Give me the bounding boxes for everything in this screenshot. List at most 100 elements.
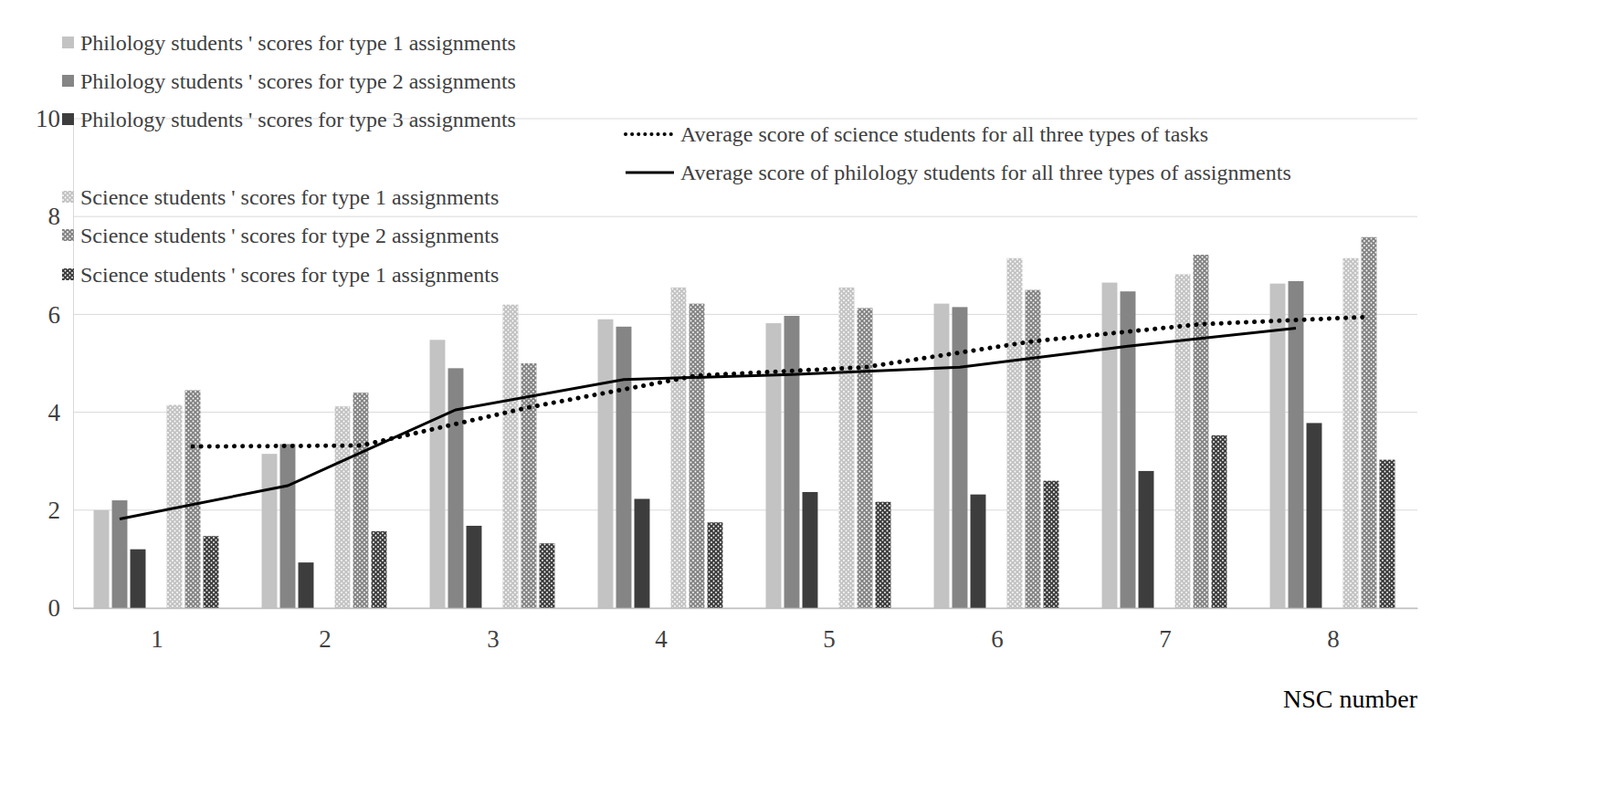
x-tick: 7 [1158,608,1172,653]
bar [335,406,351,609]
legend-item: Philology students ' scores for type 2 a… [62,69,516,94]
bar [634,498,651,609]
bar [1270,284,1286,609]
x-tick-label: 7 [1158,625,1172,653]
bar [353,392,369,609]
bar [94,510,110,609]
x-tick: 1 [150,608,164,653]
bar [448,368,464,609]
legend-label: Philology students ' scores for type 1 a… [80,31,516,55]
line [192,316,1369,447]
legend-label: Average score of science students for al… [680,122,1209,147]
legend-label: Philology students ' scores for type 2 a… [80,69,516,94]
x-axis-line [73,608,1419,611]
grid [73,118,1418,609]
bar [1120,291,1137,609]
x-tick: 5 [822,608,836,653]
y-tick-label: 0 [48,594,62,622]
legend-swatch [625,132,674,137]
y-tick: 6 [48,301,74,329]
y-tick-label: 8 [48,202,62,231]
x-tick: 8 [1326,608,1340,653]
legend-item: Science students ' scores for type 1 ass… [62,185,499,210]
bar [671,287,687,609]
bar [466,526,483,609]
x-axis-title: NSC number [1283,684,1419,714]
bar [1288,281,1305,609]
bar-series [185,237,1378,609]
bar [1025,290,1042,609]
legend-label: Philology students ' scores for type 3 a… [80,107,516,132]
bar [1379,460,1396,609]
legend-swatch [62,229,74,242]
bar [539,543,556,609]
bar [802,492,819,609]
bar-series [94,283,1286,609]
legend-swatch [62,268,74,281]
y-tick-label: 10 [35,105,61,133]
legend-swatch [62,74,74,87]
bar [839,287,855,609]
bar [689,304,706,609]
bar-series [167,258,1359,609]
bar [1007,258,1023,609]
legend: Philology students ' scores for type 1 a… [62,31,1292,287]
y-tick-label: 2 [48,496,62,525]
bar [298,562,315,609]
x-axis: 1 2 3 4 5 6 7 8 [73,608,1419,653]
bar [934,304,950,609]
legend-label: Science students ' scores for type 1 ass… [80,263,499,287]
bar [766,323,782,609]
bar [430,339,446,609]
bar [521,363,537,609]
legend-label: Science students ' scores for type 2 ass… [80,223,499,248]
grid-line [73,411,1418,413]
bar [1343,258,1359,609]
legend-item: Average score of science students for al… [625,122,1209,147]
bar [503,305,519,609]
bar [203,536,220,609]
bar [185,389,201,609]
legend-item: Philology students ' scores for type 3 a… [62,107,516,132]
bar [875,502,892,609]
bar [371,531,388,609]
bar [1138,471,1155,609]
x-tick-label: 6 [990,625,1004,653]
bar [280,443,296,609]
legend-swatch [62,36,74,49]
y-tick: 0 [48,594,74,622]
x-tick-label: 8 [1326,625,1340,653]
bar [784,315,800,609]
x-tick: 3 [486,608,500,653]
x-tick: 6 [990,608,1004,653]
bar [1306,422,1323,609]
bar [616,326,632,609]
y-axis: 0 2 4 6 8 10 [35,105,74,622]
y-tick: 8 [48,202,74,231]
bar [1361,237,1378,609]
legend-label: Average score of philology students for … [680,160,1292,185]
y-tick: 4 [48,399,74,427]
bar [857,307,874,609]
x-tick-label: 1 [150,625,164,653]
bar [1193,254,1210,609]
legend-swatch [62,190,74,203]
y-tick: 10 [35,105,74,133]
legend-swatch [62,113,74,126]
x-tick: 4 [654,608,668,653]
legend-item: Science students ' scores for type 2 ass… [62,223,499,248]
bar [1211,435,1228,609]
legend-swatch [625,171,674,175]
x-tick-label: 2 [318,625,332,653]
legend-label: Science students ' scores for type 1 ass… [80,185,499,210]
chart: 024681012345678NSC numberPhilology stude… [0,0,1600,807]
grid-line [73,314,1418,316]
bar [1043,481,1060,609]
bar-series [203,435,1396,609]
legend-item: Average score of philology students for … [625,160,1292,185]
line [119,327,1296,519]
bar [130,549,147,609]
y-tick-label: 6 [48,301,62,329]
y-tick: 2 [48,496,74,525]
bar-series [130,422,1323,609]
